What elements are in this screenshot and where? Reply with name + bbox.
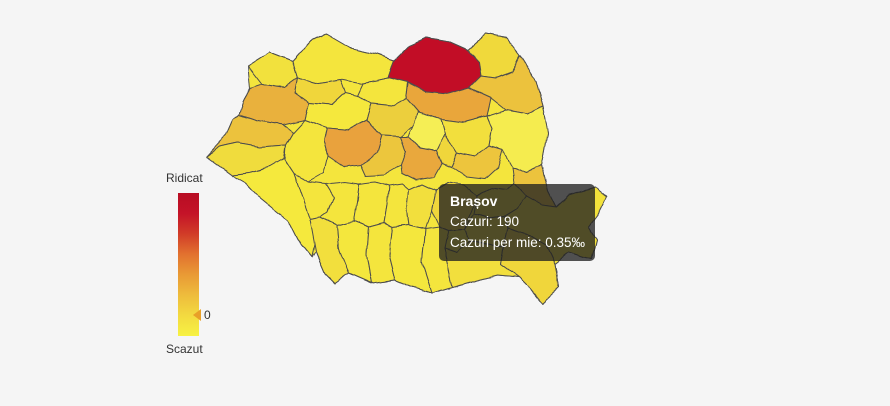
romania-map bbox=[205, 33, 608, 304]
county-mm[interactable] bbox=[292, 33, 395, 84]
legend-threshold-marker: 0 bbox=[193, 308, 211, 322]
county-bh[interactable] bbox=[238, 77, 310, 126]
legend-low-label: Scazut bbox=[166, 342, 203, 356]
county-ph[interactable] bbox=[406, 183, 436, 230]
legend-high-label: Ridicat bbox=[166, 171, 203, 185]
legend-gradient-bar bbox=[178, 193, 199, 336]
county-il[interactable] bbox=[463, 213, 509, 247]
county-hd[interactable] bbox=[284, 119, 329, 183]
county-vn[interactable] bbox=[450, 145, 503, 180]
legend-marker-arrow-icon bbox=[193, 309, 201, 321]
legend-threshold-value: 0 bbox=[204, 308, 211, 322]
county-bv[interactable] bbox=[400, 136, 443, 181]
county-ag[interactable] bbox=[353, 181, 390, 228]
